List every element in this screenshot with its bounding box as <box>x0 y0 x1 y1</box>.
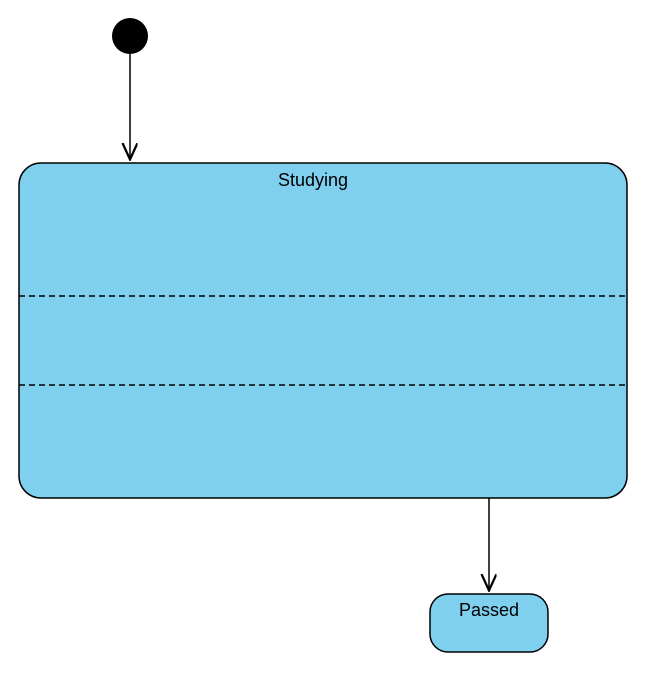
state-diagram-canvas <box>0 0 649 688</box>
passed-state-label: Passed <box>455 600 523 621</box>
studying-state-label: Studying <box>275 170 351 191</box>
initial-state-node <box>112 18 148 54</box>
studying-state-node <box>19 163 627 498</box>
